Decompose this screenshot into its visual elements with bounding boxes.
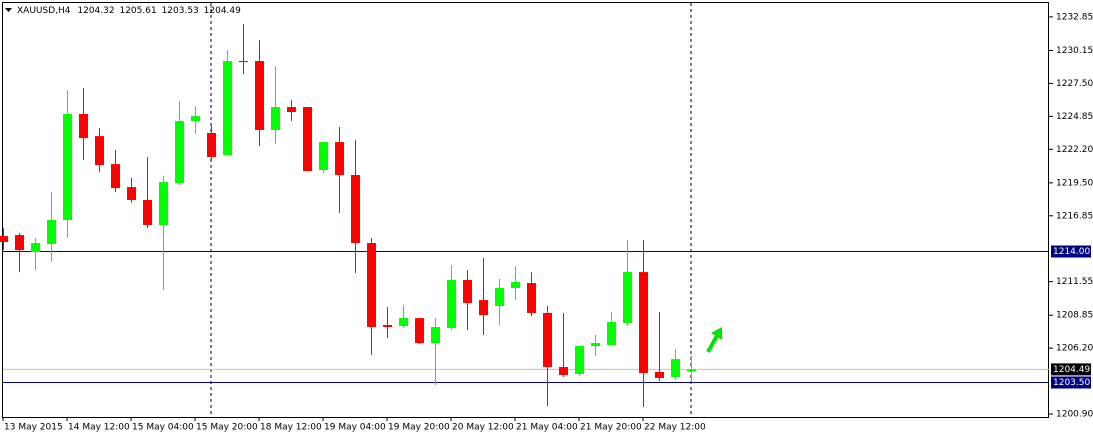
- y-tick-label: 1206.20: [1056, 344, 1093, 354]
- x-tick-label: 15 May 20:00: [196, 423, 258, 433]
- candle-body: [79, 113, 88, 139]
- candle-body: [623, 272, 632, 324]
- header-low: 1203.53: [162, 6, 199, 16]
- x-tick-label: 21 May 04:00: [516, 423, 578, 433]
- candle-body: [271, 107, 280, 131]
- header-open: 1204.32: [77, 6, 114, 16]
- header-close: 1204.49: [204, 6, 241, 16]
- bid-label: 1204.49: [1053, 365, 1090, 375]
- candle-body: [479, 300, 488, 316]
- candle-body: [687, 369, 696, 372]
- candle-body: [111, 164, 120, 189]
- x-tick-label: 19 May 20:00: [388, 423, 450, 433]
- candle-body: [223, 61, 232, 156]
- y-tick-label: 1219.50: [1056, 178, 1093, 188]
- candle-body: [559, 367, 568, 375]
- symbol: XAUUSD,H4: [17, 6, 71, 16]
- price-label: 1203.50: [1053, 378, 1090, 388]
- candle-body: [287, 107, 296, 112]
- candle-body: [431, 327, 440, 344]
- plot-frame: [2, 2, 1049, 418]
- x-tick-label: 19 May 04:00: [324, 423, 386, 433]
- candle-body: [607, 322, 616, 346]
- candle-body: [191, 116, 200, 122]
- signal-arrow: [706, 327, 722, 353]
- price-label: 1214.00: [1053, 247, 1090, 257]
- x-tick-label: 21 May 20:00: [580, 423, 642, 433]
- candle-body: [15, 235, 24, 251]
- candle-body: [0, 236, 8, 243]
- candle-body: [671, 359, 680, 377]
- candle-body: [207, 133, 216, 157]
- candle-body: [399, 318, 408, 327]
- y-tick-label: 1222.20: [1056, 145, 1093, 155]
- candle-body: [415, 318, 424, 344]
- candle-body: [95, 136, 104, 166]
- candle-body: [543, 312, 552, 368]
- candle-body: [31, 242, 40, 253]
- y-tick-label: 1232.85: [1056, 12, 1093, 22]
- x-tick-label: 18 May 12:00: [260, 423, 322, 433]
- candle-body: [639, 272, 648, 374]
- candles: [0, 24, 696, 408]
- candle-body: [511, 282, 520, 288]
- candle-body: [47, 220, 56, 244]
- candle-body: [591, 343, 600, 347]
- candle-body: [447, 280, 456, 329]
- candle-body: [143, 199, 152, 225]
- x-tick-label: 20 May 12:00: [452, 423, 514, 433]
- x-tick-label: 14 May 12:00: [68, 423, 130, 433]
- header: XAUUSD,H4 1204.32 1205.61 1203.53 1204.4…: [17, 6, 241, 16]
- candle-body: [655, 372, 664, 378]
- symbol-menu[interactable]: [5, 8, 12, 12]
- candle-body: [127, 187, 136, 200]
- x-tick-label: 13 May 2015: [4, 423, 63, 433]
- header-high: 1205.61: [119, 6, 156, 16]
- candle-body: [351, 175, 360, 243]
- x-tick-label: 15 May 04:00: [132, 423, 194, 433]
- y-tick-label: 1211.55: [1056, 277, 1093, 287]
- bid-label-box: [1051, 363, 1091, 376]
- candle-body: [239, 61, 248, 63]
- x-tick-label: 22 May 12:00: [644, 423, 706, 433]
- candle-body: [303, 107, 312, 172]
- candle-body: [463, 280, 472, 304]
- candle-body: [159, 182, 168, 225]
- candle-body: [383, 325, 392, 328]
- candle-body: [495, 287, 504, 307]
- y-tick-label: 1227.50: [1056, 79, 1093, 89]
- y-tick-label: 1230.15: [1056, 46, 1093, 56]
- candle-body: [335, 142, 344, 176]
- candle-body: [527, 283, 536, 313]
- candle-body: [367, 242, 376, 328]
- candle-body: [63, 113, 72, 221]
- candle-body: [575, 346, 584, 374]
- candle-body: [175, 121, 184, 184]
- y-tick-label: 1208.85: [1056, 311, 1093, 321]
- price-label-box: [1051, 376, 1091, 389]
- y-tick-label: 1224.85: [1056, 112, 1093, 122]
- price-label-box: [1051, 245, 1091, 258]
- candle-body: [255, 61, 264, 131]
- y-tick-label: 1216.85: [1056, 211, 1093, 221]
- candle-body: [319, 142, 328, 171]
- y-tick-label: 1200.90: [1056, 410, 1093, 420]
